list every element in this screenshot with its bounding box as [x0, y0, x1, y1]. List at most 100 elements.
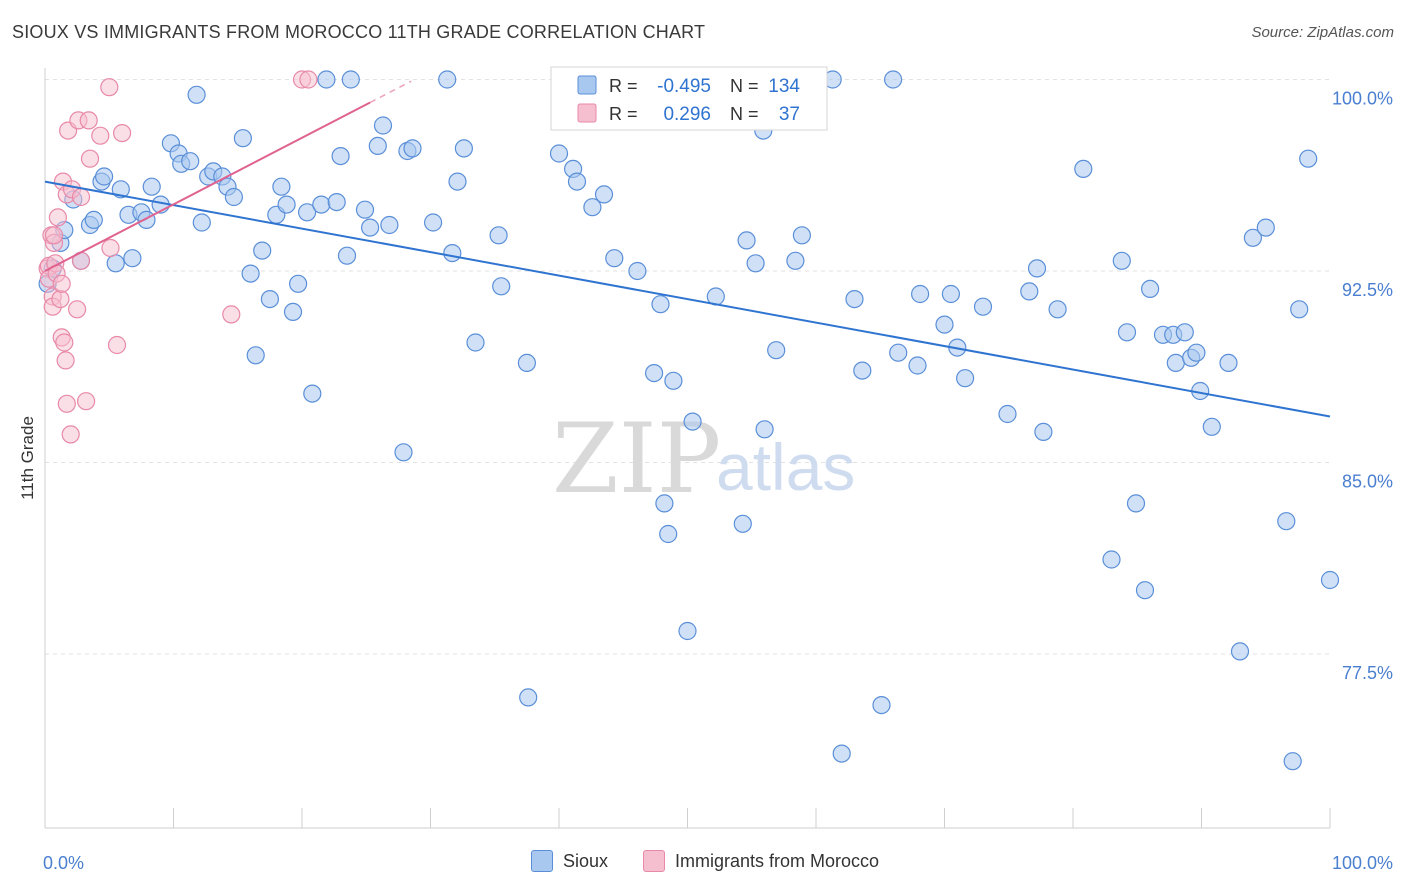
sioux-point [466, 333, 485, 352]
morocco-point [112, 124, 132, 143]
x-tick-label: 0.0% [43, 853, 84, 873]
sioux-point [832, 744, 851, 763]
sioux-point [908, 356, 927, 375]
sioux-point [84, 210, 103, 229]
sioux-point [644, 364, 664, 383]
sioux-point [394, 443, 413, 462]
sioux-point [1175, 323, 1194, 342]
sioux-point [1299, 149, 1318, 168]
stats-n-label-sioux: N = [730, 76, 759, 96]
sioux-point [94, 167, 114, 186]
sioux-point [303, 384, 322, 403]
sioux-point [272, 177, 291, 196]
y-tick-label: 77.5% [1342, 663, 1393, 683]
sioux-point [424, 213, 443, 232]
sioux-point [448, 172, 467, 191]
y-tick-label: 92.5% [1342, 280, 1393, 300]
sioux-point [327, 193, 346, 212]
sioux-point [341, 70, 360, 89]
sioux-point [655, 494, 674, 513]
legend-item-morocco[interactable]: Immigrants from Morocco [643, 850, 879, 872]
sioux-point [438, 70, 457, 89]
sioux-point [659, 524, 678, 544]
sioux-point [137, 210, 156, 229]
sioux-point [1135, 581, 1155, 600]
sioux-point [1230, 642, 1250, 661]
sioux-point [142, 177, 161, 196]
sioux-point [361, 218, 380, 237]
stats-r-label-sioux: R = [609, 76, 638, 96]
sioux-point [1166, 353, 1185, 372]
sioux-point [403, 139, 422, 158]
stats-legend-box [550, 66, 828, 131]
sioux-point [123, 249, 142, 268]
legend-item-sioux[interactable]: Sioux [531, 850, 608, 872]
stats-n-value-sioux: 134 [768, 76, 800, 97]
morocco-point [91, 126, 110, 145]
sioux-point [605, 249, 624, 268]
sioux-point [337, 246, 357, 265]
sioux-point [1320, 570, 1340, 590]
stats-r-label-morocco: R = [609, 104, 638, 124]
sioux-point [1290, 300, 1309, 319]
sioux-point [567, 172, 587, 191]
morocco-point [56, 351, 75, 370]
sioux-point [241, 264, 260, 283]
morocco-trend-extension [369, 80, 412, 104]
sioux-point [181, 152, 200, 171]
sioux-point [1034, 422, 1053, 441]
sioux-point [380, 215, 399, 235]
sioux-point [1048, 300, 1067, 319]
sioux-point [872, 695, 891, 715]
morocco-point [107, 335, 127, 355]
morocco-point [299, 70, 318, 89]
morocco-trend-line [44, 101, 371, 272]
sioux-point [373, 116, 393, 135]
sioux-point [955, 369, 975, 388]
sioux-point [786, 251, 805, 270]
sioux-point [678, 621, 697, 641]
sioux-point [517, 353, 537, 372]
sioux-point [737, 231, 756, 250]
sioux-point [845, 290, 864, 309]
morocco-point [71, 187, 91, 207]
stats-n-label-morocco: N = [730, 104, 759, 124]
morocco-point [48, 208, 68, 227]
y-axis-label: 11th Grade [18, 416, 37, 500]
sioux-point [998, 404, 1017, 424]
x-tick-label: 100.0% [1332, 853, 1393, 873]
sioux-point [792, 226, 812, 245]
y-tick-labels: 77.5% 85.0% 92.5% 100.0% [1332, 89, 1393, 684]
sioux-point [283, 302, 303, 321]
sioux-point [1219, 353, 1238, 372]
sioux-point [233, 129, 252, 148]
sioux-point [883, 70, 903, 89]
sioux-point [1074, 159, 1093, 178]
legend-label-sioux: Sioux [563, 850, 609, 871]
morocco-point [51, 290, 70, 309]
watermark: ZIP atlas [552, 403, 855, 515]
sioux-point [1112, 251, 1131, 270]
sioux-point [253, 241, 272, 260]
morocco-point [101, 238, 120, 258]
sioux-point [910, 284, 930, 304]
sioux-point [628, 261, 647, 281]
sioux-point [1140, 279, 1160, 298]
sioux-point [1256, 218, 1275, 237]
watermark-atlas: atlas [716, 430, 855, 504]
data-points [38, 70, 1340, 771]
sioux-point [549, 144, 569, 163]
sioux-point [331, 147, 350, 166]
morocco-point [67, 300, 87, 319]
sioux-point [1202, 417, 1221, 436]
morocco-point [57, 394, 76, 413]
sioux-point [192, 213, 211, 232]
series-legend: Sioux Immigrants from Morocco [0, 850, 1406, 880]
sioux-point [583, 198, 602, 217]
sioux-point [277, 195, 296, 214]
morocco-point [44, 226, 64, 245]
morocco-point [100, 78, 119, 97]
stats-r-value-sioux: -0.495 [657, 76, 711, 97]
sioux-point [519, 688, 538, 707]
